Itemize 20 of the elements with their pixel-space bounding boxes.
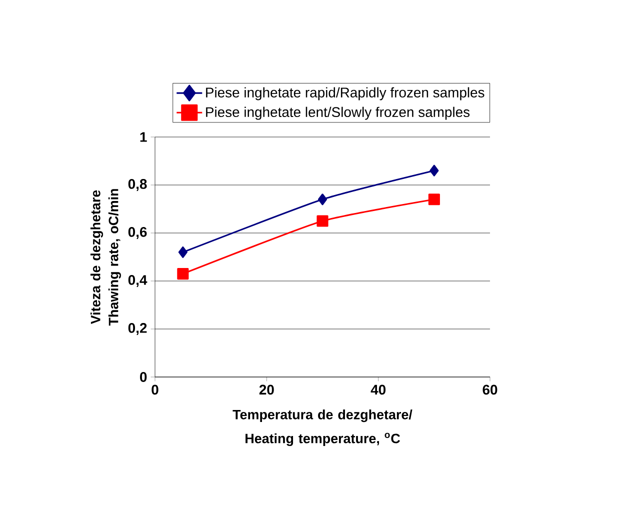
y-tick-label: 0,2	[128, 323, 147, 335]
y-tick-label: 0,8	[128, 179, 147, 191]
y-tick-label: 1	[140, 132, 147, 142]
legend-label: Piese inghetate lent/Slowly frozen samples	[206, 106, 470, 120]
x-tick-label: 40	[370, 384, 386, 395]
y-tick-label: 0,6	[128, 227, 147, 239]
point	[177, 268, 189, 280]
x-tick-label: 60	[482, 384, 498, 395]
legend-label: Piese inghetate rapid/Rapidly frozen samples	[206, 87, 484, 100]
point	[428, 194, 440, 206]
y-axis-title: Viteza de dezghetare Thawing rate, oC/min	[90, 189, 121, 326]
point	[316, 215, 328, 227]
x-axis-title: Temperatura de dezghetare/ Heating temperature, $^{o}$C	[232, 409, 412, 446]
y-tick-label: 0	[140, 372, 147, 382]
y-tick-label: 0,4	[128, 275, 148, 287]
point	[318, 194, 328, 206]
x-tick-label: 20	[259, 384, 274, 395]
x-tick-label: 0	[152, 384, 158, 395]
point	[430, 164, 439, 176]
point	[178, 246, 188, 258]
